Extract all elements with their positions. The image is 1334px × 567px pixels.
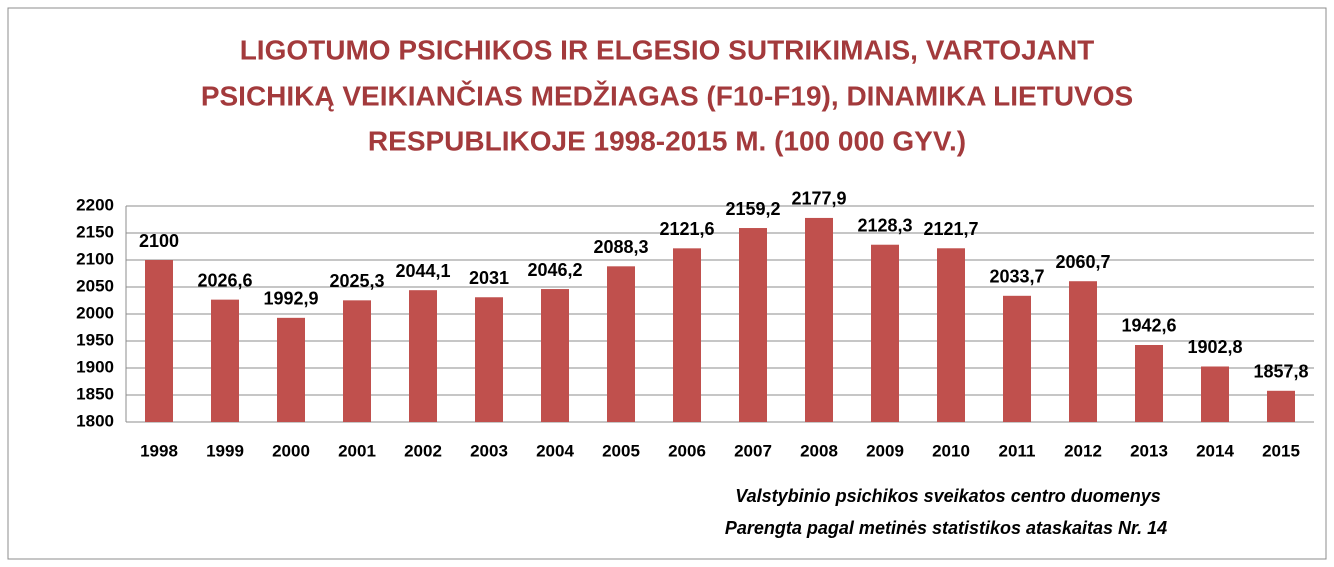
y-tick-label: 2150 bbox=[76, 222, 114, 241]
bar bbox=[211, 299, 239, 422]
chart-title: LIGOTUMO PSICHIKOS IR ELGESIO SUTRIKIMAI… bbox=[240, 34, 1095, 65]
annotation: Parengta pagal metinės statistikos atask… bbox=[725, 518, 1167, 538]
bar bbox=[145, 260, 173, 422]
x-tick-label: 2004 bbox=[536, 441, 574, 460]
data-label: 1902,8 bbox=[1187, 337, 1242, 357]
bar bbox=[475, 297, 503, 422]
data-label: 2031 bbox=[469, 268, 509, 288]
x-tick-label: 1998 bbox=[140, 441, 178, 460]
x-tick-label: 2001 bbox=[338, 441, 376, 460]
x-tick-label: 2012 bbox=[1064, 441, 1102, 460]
x-tick-label: 2011 bbox=[999, 441, 1036, 460]
bar bbox=[937, 248, 965, 422]
y-tick-label: 1800 bbox=[76, 411, 114, 430]
x-tick-label: 2005 bbox=[602, 441, 640, 460]
x-tick-label: 2002 bbox=[404, 441, 442, 460]
bar bbox=[1135, 344, 1163, 422]
data-label: 2177,9 bbox=[791, 189, 846, 209]
bar bbox=[739, 228, 767, 422]
bar bbox=[1201, 366, 1229, 422]
x-tick-label: 2015 bbox=[1262, 441, 1300, 460]
data-label: 2033,7 bbox=[989, 267, 1044, 287]
data-label: 2088,3 bbox=[593, 237, 648, 257]
x-tick-label: 2014 bbox=[1196, 441, 1234, 460]
data-label: 1857,8 bbox=[1253, 362, 1308, 382]
data-label: 2025,3 bbox=[329, 271, 384, 291]
x-tick-label: 2006 bbox=[668, 441, 706, 460]
x-tick-label: 2000 bbox=[272, 441, 310, 460]
x-tick-label: 2007 bbox=[734, 441, 772, 460]
data-label: 2121,6 bbox=[659, 219, 714, 239]
bar bbox=[871, 244, 899, 422]
data-label: 2046,2 bbox=[527, 260, 582, 280]
y-tick-label: 2000 bbox=[76, 303, 114, 322]
y-tick-label: 2050 bbox=[76, 276, 114, 295]
data-label: 2100 bbox=[139, 231, 179, 251]
x-tick-label: 2010 bbox=[932, 441, 970, 460]
bar bbox=[1267, 390, 1295, 422]
data-label: 1942,6 bbox=[1121, 316, 1176, 336]
bar bbox=[343, 300, 371, 422]
data-label: 2060,7 bbox=[1055, 252, 1110, 272]
chart-title: PSICHIKĄ VEIKIANČIAS MEDŽIAGAS (F10-F19)… bbox=[201, 79, 1133, 111]
y-tick-label: 1950 bbox=[76, 330, 114, 349]
x-tick-label: 1999 bbox=[206, 441, 244, 460]
chart-frame bbox=[7, 7, 1327, 560]
bar bbox=[607, 266, 635, 422]
bar bbox=[541, 289, 569, 422]
bar bbox=[673, 248, 701, 422]
data-label: 2128,3 bbox=[857, 215, 912, 235]
x-tick-label: 2009 bbox=[866, 441, 904, 460]
y-tick-label: 1900 bbox=[76, 357, 114, 376]
y-tick-label: 2200 bbox=[76, 195, 114, 214]
data-label: 1992,9 bbox=[263, 289, 318, 309]
bar bbox=[805, 217, 833, 422]
annotation: Valstybinio psichikos sveikatos centro d… bbox=[735, 486, 1160, 506]
chart-title: RESPUBLIKOJE 1998-2015 M. (100 000 GYV.) bbox=[368, 125, 966, 156]
bar bbox=[1069, 281, 1097, 422]
data-label: 2159,2 bbox=[725, 199, 780, 219]
bar bbox=[1003, 295, 1031, 422]
y-tick-label: 2100 bbox=[76, 249, 114, 268]
data-label: 2044,1 bbox=[395, 261, 450, 281]
bar bbox=[409, 290, 437, 422]
x-tick-label: 2013 bbox=[1130, 441, 1168, 460]
data-label: 2121,7 bbox=[923, 219, 978, 239]
bar bbox=[277, 317, 305, 422]
x-tick-label: 2008 bbox=[800, 441, 838, 460]
y-tick-label: 1850 bbox=[76, 384, 114, 403]
x-tick-label: 2003 bbox=[470, 441, 508, 460]
data-label: 2026,6 bbox=[197, 270, 252, 290]
